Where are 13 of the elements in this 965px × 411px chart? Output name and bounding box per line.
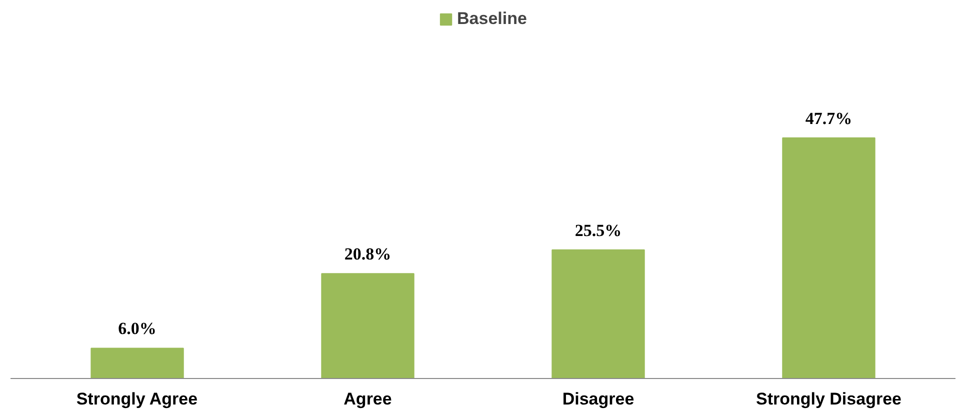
data-label: 20.8% (344, 244, 392, 264)
bar (90, 348, 184, 378)
data-label: 6.0% (118, 319, 156, 338)
legend-label: Baseline (457, 9, 527, 29)
data-label: 25.5% (574, 220, 622, 240)
x-tick-label: Disagree (562, 390, 634, 408)
bar (552, 249, 645, 378)
data-label: 47.7% (805, 108, 852, 128)
x-tick-label: Agree (344, 390, 392, 408)
x-tick-label: Strongly Agree (76, 390, 198, 408)
x-tick-label: Strongly Disagree (756, 390, 902, 408)
bar (782, 137, 876, 378)
bar (321, 273, 414, 378)
